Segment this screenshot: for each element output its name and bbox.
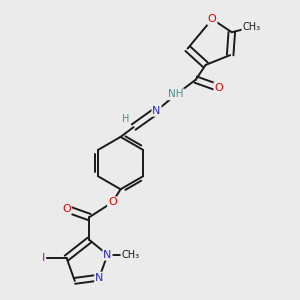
- Text: CH₃: CH₃: [242, 22, 260, 32]
- Text: O: O: [108, 197, 117, 207]
- Text: O: O: [214, 83, 223, 93]
- Text: N: N: [103, 250, 112, 260]
- Text: I: I: [42, 253, 45, 263]
- Text: N: N: [152, 106, 161, 116]
- Text: N: N: [95, 273, 103, 283]
- Text: O: O: [62, 204, 71, 214]
- Text: CH₃: CH₃: [121, 250, 140, 260]
- Text: O: O: [208, 14, 217, 24]
- Text: NH: NH: [168, 89, 184, 99]
- Text: H: H: [122, 114, 129, 124]
